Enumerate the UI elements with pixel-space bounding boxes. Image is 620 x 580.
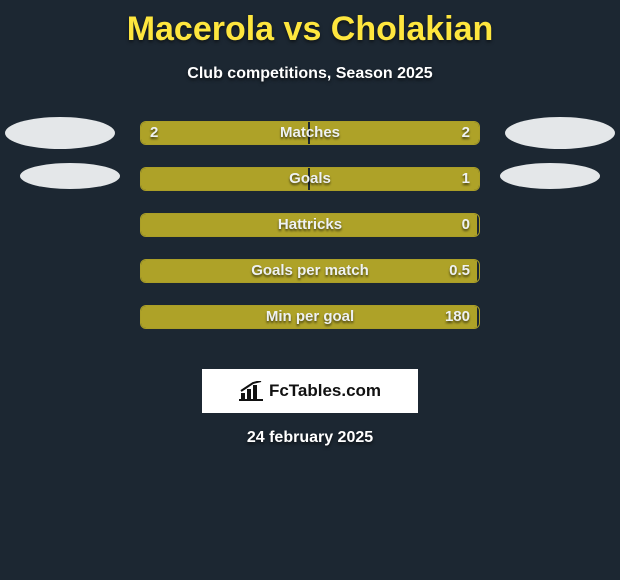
root: Macerola vs Cholakian Club competitions,… xyxy=(0,0,620,447)
branding-text: FcTables.com xyxy=(269,381,381,401)
stat-row: 0.5Goals per match xyxy=(0,259,620,305)
comparison-chart: 22Matches1Goals0Hattricks0.5Goals per ma… xyxy=(0,121,620,351)
stat-row: 1Goals xyxy=(0,167,620,213)
bar-chart-icon xyxy=(239,381,263,401)
stat-label: Matches xyxy=(140,121,480,145)
branding-box: FcTables.com xyxy=(202,369,418,413)
stat-label: Hattricks xyxy=(140,213,480,237)
stat-label: Goals xyxy=(140,167,480,191)
stat-label: Min per goal xyxy=(140,305,480,329)
page-title: Macerola vs Cholakian xyxy=(0,10,620,49)
stat-row: 0Hattricks xyxy=(0,213,620,259)
stat-label: Goals per match xyxy=(140,259,480,283)
stat-row: 22Matches xyxy=(0,121,620,167)
footer-date: 24 february 2025 xyxy=(0,429,620,447)
stat-row: 180Min per goal xyxy=(0,305,620,351)
page-subtitle: Club competitions, Season 2025 xyxy=(0,65,620,83)
